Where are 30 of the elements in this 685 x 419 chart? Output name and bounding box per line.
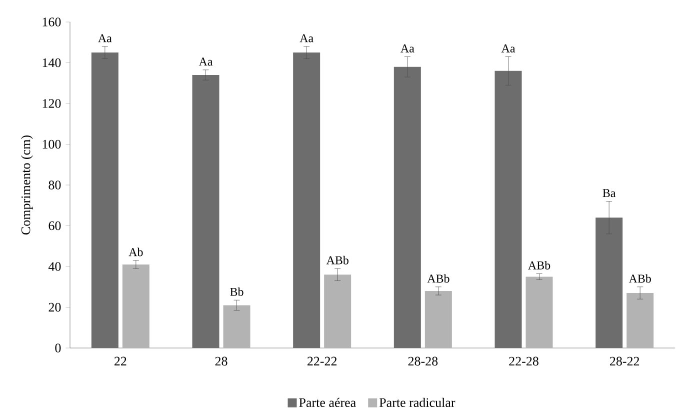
y-axis-title: Comprimento (cm) bbox=[21, 136, 33, 234]
x-tick-label: 28-28 bbox=[408, 356, 438, 366]
data-label: ABb bbox=[427, 274, 450, 283]
x-tick-label: 22-22 bbox=[307, 356, 337, 366]
x-tick-label: 28 bbox=[215, 356, 228, 366]
y-tick-label: 160 bbox=[42, 18, 61, 26]
data-label: Aa bbox=[501, 44, 516, 52]
data-label: Aa bbox=[198, 58, 213, 66]
y-tick-label: 60 bbox=[48, 221, 61, 230]
y-tick-label: 40 bbox=[48, 262, 61, 271]
y-tick-label: 100 bbox=[42, 140, 61, 149]
legend-label: Parte radicular bbox=[379, 398, 456, 407]
x-tick-label: 28-22 bbox=[610, 356, 640, 366]
y-tick-label: 80 bbox=[48, 180, 61, 190]
data-label: ABb bbox=[528, 260, 550, 270]
data-label: Ab bbox=[128, 248, 143, 256]
x-tick-label: 22 bbox=[114, 356, 126, 366]
y-tick-label: 140 bbox=[42, 58, 61, 68]
x-tick-label: 22-28 bbox=[509, 356, 538, 366]
data-label: Ba bbox=[602, 189, 616, 198]
data-label: Bb bbox=[230, 287, 244, 296]
data-label: Aa bbox=[300, 34, 314, 42]
data-label: Aa bbox=[400, 44, 414, 52]
y-tick-label: 0 bbox=[55, 344, 61, 352]
y-tick-label: 120 bbox=[42, 99, 61, 108]
data-label: ABb bbox=[326, 256, 348, 264]
data-label: Aa bbox=[98, 34, 112, 42]
data-label: ABb bbox=[628, 274, 651, 283]
legend-label: Parte aérea bbox=[299, 398, 356, 407]
y-tick-label: 20 bbox=[48, 302, 61, 312]
